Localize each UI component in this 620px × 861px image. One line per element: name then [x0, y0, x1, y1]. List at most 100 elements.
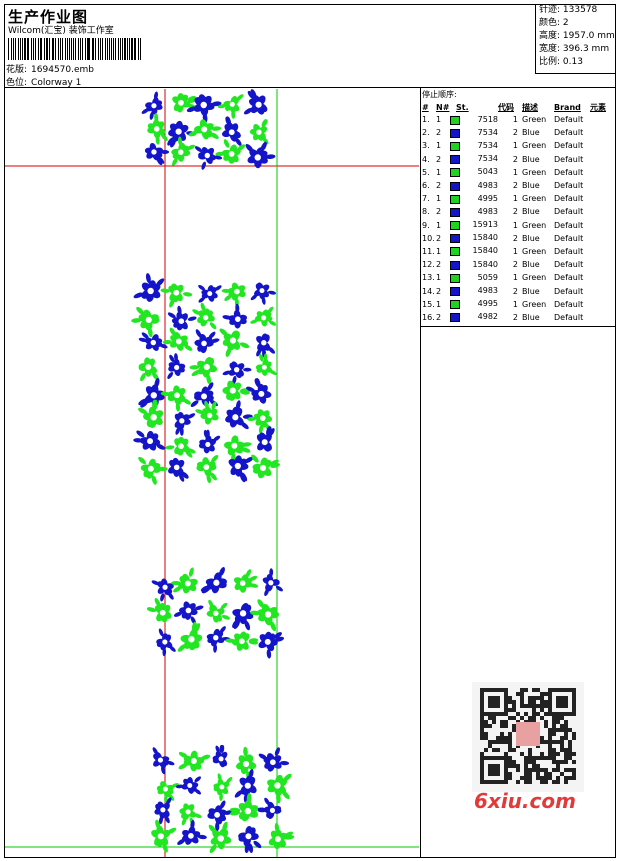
row-stitches: 15913 — [472, 220, 498, 230]
row-index: 13. — [422, 273, 435, 283]
embroidery-flower — [215, 139, 246, 164]
row-element — [590, 139, 616, 152]
col-index: # — [422, 102, 429, 112]
table-row: 8. 2 4983 2 Blue Default — [422, 205, 616, 218]
embroidery-flower — [217, 94, 244, 119]
table-row: 7. 1 4995 1 Green Default — [422, 192, 616, 205]
row-brand: Default — [554, 167, 584, 177]
barcode-bar — [66, 38, 68, 60]
row-element — [590, 192, 616, 205]
row-code: 1 — [512, 273, 518, 283]
color-swatch — [450, 128, 460, 138]
design-label: 花版: — [6, 65, 28, 75]
embroidery-flower — [156, 628, 176, 657]
colorway-value: Colorway 1 — [31, 78, 82, 88]
color-swatch — [450, 194, 460, 204]
table-row: 2. 2 7534 2 Blue Default — [422, 126, 616, 139]
row-stitches-cell: 15840 — [450, 232, 498, 245]
embroidery-flower — [222, 361, 252, 385]
table-row: 14. 2 4983 2 Blue Default — [422, 284, 616, 297]
embroidery-flower — [236, 746, 257, 781]
row-stitches: 5043 — [477, 167, 498, 177]
row-index: 2. — [422, 128, 430, 138]
embroidery-flower — [257, 797, 282, 819]
embroidery-flower — [167, 305, 197, 331]
table-row: 6. 2 4983 2 Blue Default — [422, 179, 616, 192]
row-stitches: 4983 — [477, 206, 498, 216]
embroidery-flower — [133, 430, 166, 451]
row-code: 2 — [512, 154, 518, 164]
embroidery-flower — [151, 819, 177, 853]
barcode-bar — [101, 38, 103, 60]
barcode-bar — [39, 38, 41, 60]
embroidery-flower — [179, 803, 202, 826]
embroidery-flower — [238, 826, 262, 854]
row-needle: 1 — [436, 167, 442, 177]
color-swatch — [450, 181, 460, 191]
row-desc: Green — [522, 141, 547, 151]
barcode-bar — [120, 38, 121, 60]
row-stitches-cell: 15840 — [450, 245, 498, 258]
row-element — [590, 311, 616, 324]
row-element — [590, 284, 616, 297]
stop-sequence-table: # N# St. 代码 描述 Brand 元素 1. 1 7518 1 Green Def… — [422, 101, 616, 324]
row-code: 2 — [512, 207, 518, 217]
row-index: 11. — [422, 246, 435, 256]
embroidery-flower — [246, 377, 272, 404]
row-index: 3. — [422, 141, 430, 151]
barcode-bar — [121, 38, 123, 60]
row-stitches-cell: 7534 — [450, 126, 498, 139]
barcode-bar — [88, 38, 90, 60]
row-stitches-cell: 5043 — [450, 166, 498, 179]
barcode-bar — [126, 38, 128, 60]
row-stitches-cell: 15840 — [450, 258, 498, 271]
embroidery-flower — [177, 621, 203, 652]
color-swatch — [450, 141, 460, 151]
embroidery-flower — [206, 599, 230, 623]
row-desc: Blue — [522, 181, 540, 191]
table-header-row: # N# St. 代码 描述 Brand 元素 — [422, 101, 616, 113]
barcode-bar — [99, 38, 101, 60]
embroidery-flower — [221, 282, 246, 308]
row-code: 2 — [512, 181, 518, 191]
row-index: 6. — [422, 181, 430, 191]
barcode-bar — [113, 38, 114, 60]
stop-sequence-panel: 停止顺序: # N# St. 代码 描述 Brand 元素 1. 1 7518 1 Gr… — [422, 89, 616, 324]
barcode-bar — [46, 38, 48, 60]
barcode-bar — [58, 38, 60, 60]
embroidery-flower — [168, 457, 189, 482]
row-stitches: 7518 — [477, 114, 498, 124]
col-desc: 描述 — [522, 102, 538, 112]
embroidery-flower — [234, 769, 257, 803]
embroidery-flower — [156, 781, 179, 804]
embroidery-flower — [208, 821, 232, 853]
row-needle: 1 — [436, 115, 442, 125]
barcode-bar — [44, 38, 46, 60]
row-stitches: 7534 — [477, 154, 498, 164]
row-stitches-cell: 4995 — [450, 298, 498, 311]
embroidery-flower — [212, 744, 228, 768]
color-swatch — [450, 260, 460, 270]
embroidery-flower — [222, 380, 250, 401]
embroidery-flower — [189, 356, 218, 385]
row-brand: Default — [554, 260, 584, 270]
embroidery-flower — [222, 116, 242, 146]
barcode-bar — [11, 38, 13, 60]
table-row: 4. 2 7534 2 Blue Default — [422, 153, 616, 166]
row-code: 2 — [512, 128, 518, 138]
row-index: 14. — [422, 286, 435, 296]
row-stitches: 4983 — [477, 286, 498, 296]
embroidery-flower — [262, 568, 283, 597]
row-code: 1 — [512, 246, 518, 256]
barcode-bar — [138, 38, 139, 60]
row-desc: Green — [522, 246, 547, 256]
row-stitches-cell: 15913 — [450, 219, 498, 232]
embroidery-flower — [138, 456, 168, 485]
row-index: 16. — [422, 312, 435, 322]
row-brand: Default — [554, 312, 584, 322]
row-element — [590, 258, 616, 271]
color-swatch — [450, 115, 460, 125]
row-stitches: 5059 — [477, 272, 498, 282]
row-desc: Blue — [522, 312, 540, 322]
embroidery-flower — [250, 282, 277, 305]
